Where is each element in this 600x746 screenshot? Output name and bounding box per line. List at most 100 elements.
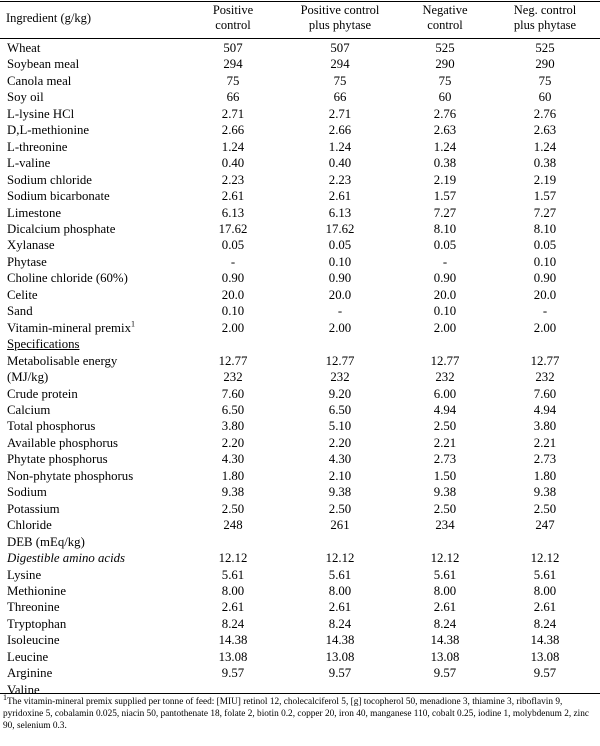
row-label: Crude protein [7,386,78,402]
table-cell: 525 [435,41,455,55]
table-cell: 9.57 [221,666,245,681]
table-cell: 75 [226,73,240,88]
table-row: Soybean meal 294 294 290 290 [0,56,600,72]
table-cell: 5.61 [433,567,457,582]
table-cell: 8.00 [328,583,352,598]
row-label-text: L-valine [7,156,51,171]
table-bottom-rule [0,693,600,694]
table-row: Chloride 248 261 234 247 [0,517,600,533]
table-cell: 2.61 [221,600,245,615]
table-row: D,L-methionine 2.66 2.66 2.63 2.63 [0,122,600,138]
table-cell: 75 [333,73,347,88]
table-cell: 8.00 [221,583,245,598]
row-label: DEB (mEq/kg) [7,534,85,550]
table-cell: 2.71 [221,106,245,121]
table-cell: 261 [330,518,350,533]
table-cell: 2.00 [533,320,557,335]
table-cell: 232 [435,370,455,385]
table-cell: 234 [435,518,455,533]
table-cell: 2.73 [433,452,457,467]
table-row: Xylanase 0.05 0.05 0.05 0.05 [0,237,600,253]
table-cell: 2.73 [533,452,557,467]
table-cell: - [542,304,548,319]
table-cell: 2.21 [433,435,457,450]
row-label-text: Sodium [7,485,47,500]
table-cell: 13.08 [325,649,355,664]
row-label: Arginine [7,665,52,681]
table-cell: 294 [330,57,350,72]
table-cell: 5.10 [328,419,352,434]
row-label-text: Sodium bicarbonate [7,189,110,204]
table-cell: 8.00 [533,583,557,598]
table-row: Threonine 2.61 2.61 2.61 2.61 [0,599,600,615]
table-cell: 7.60 [221,386,245,401]
row-label: Dicalcium phosphate [7,221,115,237]
table-cell: 3.80 [221,419,245,434]
table-cell: 2.19 [533,172,557,187]
table-cell: 9.57 [533,666,557,681]
table-row: Dicalcium phosphate 17.62 17.62 8.10 8.10 [0,221,600,237]
table-cell: 2.20 [328,435,352,450]
table-cell: 5.61 [221,567,245,582]
row-label-text: Xylanase [7,238,55,253]
table-cell: 3.80 [533,419,557,434]
table-cell: 0.05 [221,238,245,253]
table-cell: 9.20 [328,386,352,401]
row-label-text: Sodium chloride [7,172,92,187]
row-label: Xylanase [7,237,55,253]
row-label-text: DEB (mEq/kg) [7,534,85,549]
table-row: Specifications [0,336,600,352]
table-row: Methionine 8.00 8.00 8.00 8.00 [0,583,600,599]
row-label-text: Specifications [7,337,80,352]
table-cell: 12.12 [218,551,248,566]
table-row: Available phosphorus 2.20 2.20 2.21 2.21 [0,435,600,451]
row-label-text: Dicalcium phosphate [7,221,116,236]
row-label-text: Tryptophan [7,616,67,631]
table-cell: 8.24 [433,616,457,631]
table-row: Sodium chloride 2.23 2.23 2.19 2.19 [0,172,600,188]
table-row: Phytase - 0.10 - 0.10 [0,254,600,270]
table-cell: 2.50 [433,419,457,434]
table-cell: 2.50 [533,501,557,516]
table-row: Digestible amino acids 12.12 12.12 12.12 12.… [0,550,600,566]
row-label-text: Canola meal [7,73,72,88]
table-cell: 66 [333,90,347,105]
table-cell: 13.08 [218,649,248,664]
table-cell: 248 [223,518,243,533]
table-cell: 2.61 [533,600,557,615]
table-cell: 12.77 [325,353,355,368]
table-cell: 17.62 [218,221,248,236]
table-row: Total phosphorus 3.80 5.10 2.50 3.80 [0,418,600,434]
row-label-text: Threonine [7,600,60,615]
table-cell: 2.50 [328,501,352,516]
table-cell: 2.20 [221,435,245,450]
header-positive-control-plus-phytase: Positive control plus phytase [285,3,395,33]
table-cell: 2.19 [433,172,457,187]
table-cell: 20.0 [328,287,352,302]
row-label: Calcium [7,402,50,418]
footnote: 1The vitamin-mineral premix supplied per… [3,693,599,732]
table-cell: 6.13 [221,205,245,220]
table-cell: 7.60 [533,386,557,401]
table-cell: 2.61 [328,600,352,615]
table-cell: 1.57 [433,189,457,204]
row-label-text: Digestible amino acids [7,551,126,566]
table-cell: 1.50 [433,468,457,483]
row-label: Metabolisable energy [7,353,117,369]
table-cell: 17.62 [325,221,355,236]
table-cell: 290 [535,57,555,72]
row-label: Threonine [7,599,60,615]
row-label-text: Calcium [7,402,51,417]
row-label-text: Sand [7,304,33,319]
table-cell: 8.00 [433,583,457,598]
table-row: Metabolisable energy 12.77 12.77 12.77 12.77 [0,353,600,369]
table-row: Celite 20.0 20.0 20.0 20.0 [0,287,600,303]
row-label-text: Leucine [7,649,49,664]
table-cell: 8.24 [221,616,245,631]
row-label: Methionine [7,583,66,599]
table-row: L-lysine HCl 2.71 2.71 2.76 2.76 [0,106,600,122]
table-cell: 6.13 [328,205,352,220]
table-cell: 0.90 [221,271,245,286]
table-cell: 12.77 [530,353,560,368]
